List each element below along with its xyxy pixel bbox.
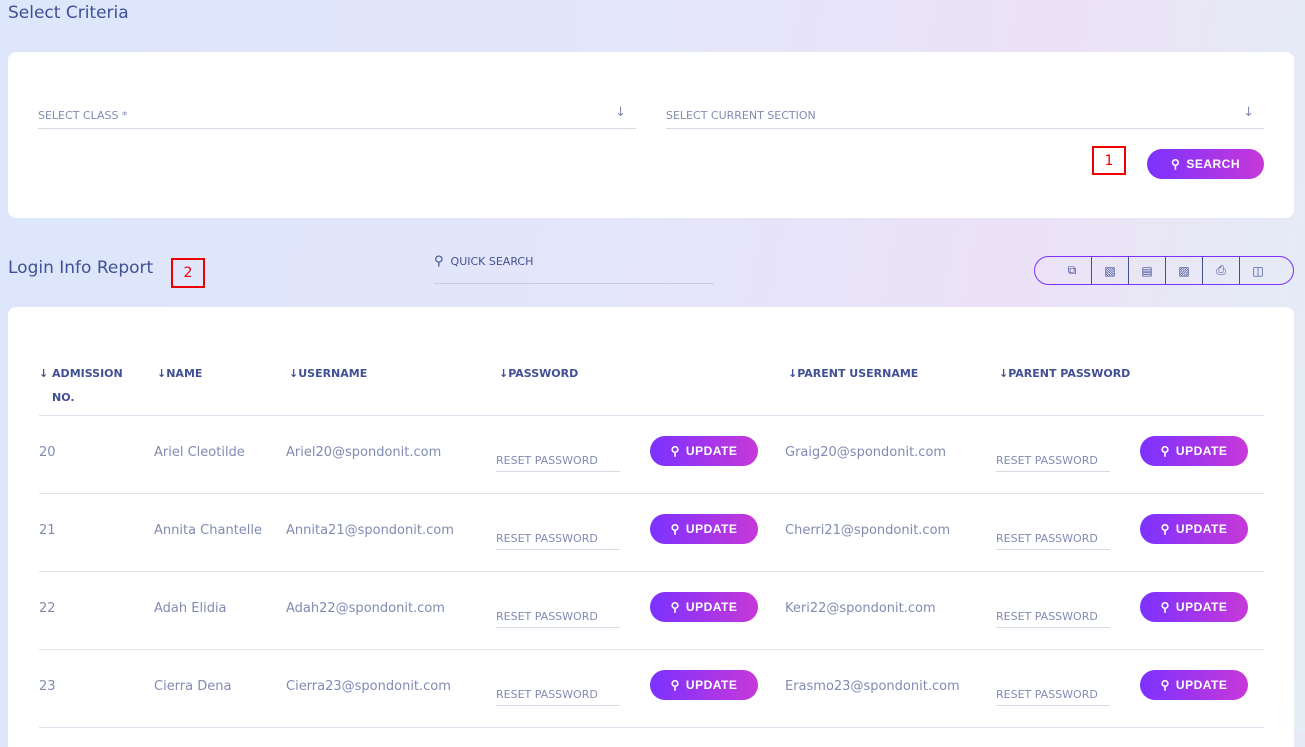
section-title-login-info-report: Login Info Report [8, 258, 154, 278]
reset-password-input[interactable]: RESET PASSWORD [496, 532, 620, 550]
csv-icon[interactable]: ▤ [1128, 257, 1165, 284]
column-header-admission[interactable]: ↓ ADMISSION NO. [39, 362, 139, 410]
search-icon: ⚲ [1160, 444, 1170, 458]
username-cell: Adah22@spondonit.com [286, 601, 445, 616]
name-cell: Annita Chantelle [154, 523, 263, 538]
name-cell: Adah Elidia [154, 601, 227, 616]
parent-username-cell: Cherri21@spondonit.com [785, 523, 951, 538]
row-divider [39, 649, 1264, 650]
search-button[interactable]: ⚲ SEARCH [1147, 149, 1264, 179]
update-label: UPDATE [1175, 522, 1228, 536]
search-icon: ⚲ [1171, 157, 1181, 171]
pdf-icon[interactable]: ▨ [1165, 257, 1202, 284]
admission-cell: 20 [39, 445, 56, 460]
select-class-label: SELECT CLASS * [38, 109, 128, 122]
column-header-parent-password[interactable]: ↓PARENT PASSWORD [999, 367, 1131, 380]
update-label: UPDATE [1175, 444, 1228, 458]
admission-cell: 23 [39, 679, 56, 694]
quick-search-placeholder: QUICK SEARCH [450, 255, 534, 268]
arrow-down-icon: ↓ [1243, 105, 1254, 120]
section-title-select-criteria: Select Criteria [8, 3, 129, 23]
update-label: UPDATE [685, 522, 738, 536]
reset-password-input[interactable]: RESET PASSWORD [496, 688, 620, 706]
update-parent-password-button[interactable]: ⚲ UPDATE [1140, 514, 1248, 544]
search-icon: ⚲ [670, 444, 680, 458]
column-label: USERNAME [298, 367, 368, 380]
update-label: UPDATE [1175, 600, 1228, 614]
username-cell: Ariel20@spondonit.com [286, 445, 442, 460]
reset-parent-password-input[interactable]: RESET PASSWORD [996, 610, 1110, 628]
column-header-username[interactable]: ↓USERNAME [289, 367, 368, 380]
select-section-label: SELECT CURRENT SECTION [666, 109, 816, 122]
parent-username-cell: Keri22@spondonit.com [785, 601, 936, 616]
reset-password-input[interactable]: RESET PASSWORD [496, 610, 620, 628]
quick-search-input[interactable]: ⚲ QUICK SEARCH [434, 254, 714, 284]
copy-icon[interactable]: ⧉ [1067, 263, 1077, 277]
search-icon: ⚲ [670, 678, 680, 692]
row-divider [39, 727, 1264, 728]
excel-icon[interactable]: ▧ [1091, 257, 1128, 284]
update-label: UPDATE [685, 678, 738, 692]
column-label: PASSWORD [508, 367, 579, 380]
search-icon: ⚲ [434, 254, 444, 269]
update-label: UPDATE [685, 444, 738, 458]
username-cell: Cierra23@spondonit.com [286, 679, 451, 694]
update-password-button[interactable]: ⚲ UPDATE [650, 436, 758, 466]
username-cell: Annita21@spondonit.com [286, 523, 454, 538]
update-parent-password-button[interactable]: ⚲ UPDATE [1140, 436, 1248, 466]
select-class-dropdown[interactable]: SELECT CLASS * ↓ [38, 105, 636, 129]
select-section-dropdown[interactable]: SELECT CURRENT SECTION ↓ [666, 105, 1264, 129]
update-label: UPDATE [685, 600, 738, 614]
row-divider [39, 493, 1264, 494]
row-divider [39, 571, 1264, 572]
column-header-password[interactable]: ↓PASSWORD [499, 367, 579, 380]
reset-parent-password-input[interactable]: RESET PASSWORD [996, 454, 1110, 472]
parent-username-cell: Graig20@spondonit.com [785, 445, 947, 460]
criteria-card [8, 52, 1294, 218]
search-icon: ⚲ [670, 600, 680, 614]
name-cell: Cierra Dena [154, 679, 232, 694]
column-label: PARENT USERNAME [797, 367, 919, 380]
reset-parent-password-input[interactable]: RESET PASSWORD [996, 532, 1110, 550]
search-icon: ⚲ [670, 522, 680, 536]
reset-parent-password-input[interactable]: RESET PASSWORD [996, 688, 1110, 706]
update-parent-password-button[interactable]: ⚲ UPDATE [1140, 592, 1248, 622]
arrow-down-icon: ↓ [615, 105, 626, 120]
annotation-marker-2: 2 [171, 258, 205, 288]
search-button-label: SEARCH [1186, 157, 1240, 171]
annotation-marker-1: 1 [1092, 146, 1126, 175]
update-password-button[interactable]: ⚲ UPDATE [650, 670, 758, 700]
admission-cell: 21 [39, 523, 56, 538]
name-cell: Ariel Cleotilde [154, 445, 245, 460]
admission-cell: 22 [39, 601, 56, 616]
search-icon: ⚲ [1160, 600, 1170, 614]
update-label: UPDATE [1175, 678, 1228, 692]
search-icon: ⚲ [1160, 678, 1170, 692]
update-password-button[interactable]: ⚲ UPDATE [650, 592, 758, 622]
column-header-parent-username[interactable]: ↓PARENT USERNAME [788, 367, 919, 380]
column-label: PARENT PASSWORD [1008, 367, 1131, 380]
column-header-name[interactable]: ↓NAME [157, 367, 203, 380]
column-label: ADMISSION NO. [52, 367, 123, 404]
print-icon[interactable]: ⎙ [1202, 257, 1239, 284]
update-password-button[interactable]: ⚲ UPDATE [650, 514, 758, 544]
header-divider [39, 415, 1264, 416]
column-label: NAME [166, 367, 203, 380]
reset-password-input[interactable]: RESET PASSWORD [496, 454, 620, 472]
search-icon: ⚲ [1160, 522, 1170, 536]
columns-icon[interactable]: ◫ [1239, 257, 1276, 284]
update-parent-password-button[interactable]: ⚲ UPDATE [1140, 670, 1248, 700]
parent-username-cell: Erasmo23@spondonit.com [785, 679, 960, 694]
export-toolbar: ⧉ ▧ ▤ ▨ ⎙ ◫ [1034, 256, 1294, 285]
